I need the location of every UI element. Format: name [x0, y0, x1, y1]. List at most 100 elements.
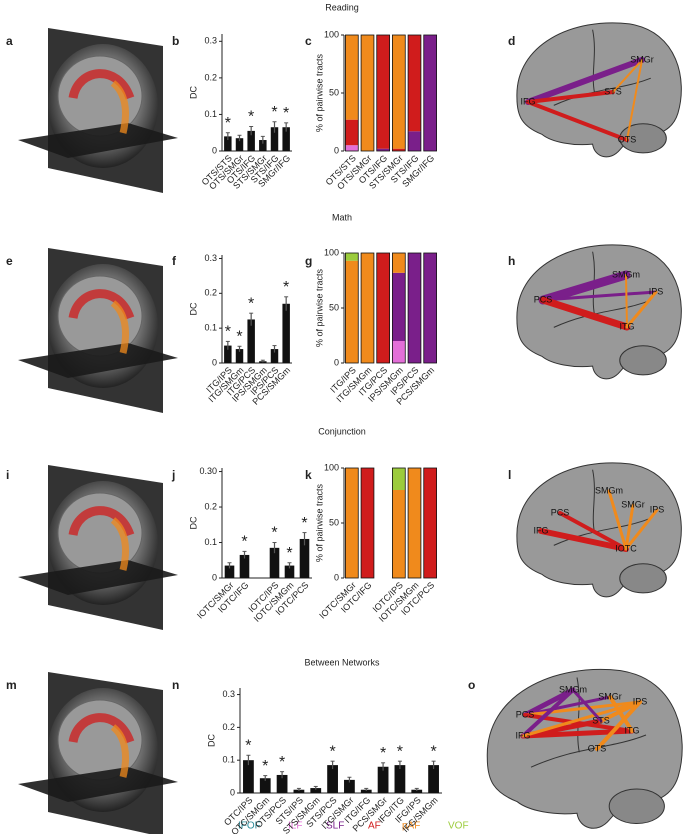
row-title: Math	[332, 212, 352, 222]
stacked-segment	[376, 253, 390, 363]
bar	[293, 789, 305, 793]
mri-plane-axial	[18, 560, 178, 595]
bar	[259, 140, 267, 151]
tract-line	[538, 270, 631, 305]
stacked-segment	[408, 131, 421, 151]
tract-line	[595, 700, 642, 751]
y-tick-label: 100	[324, 29, 339, 39]
region-label: IPS	[633, 696, 648, 706]
stacked-segment	[392, 468, 406, 490]
stacked-segment	[392, 35, 406, 149]
mri-images	[18, 28, 178, 834]
stacked-segment	[345, 253, 359, 261]
bar-outline	[407, 34, 422, 152]
region-label: PCS	[534, 294, 553, 304]
legend-entry: AF	[368, 821, 381, 832]
stacked-segment	[392, 272, 406, 341]
stacked-segment	[345, 468, 359, 578]
y-axis-label: % of pairwise tracts	[314, 53, 324, 132]
bar-outline	[407, 252, 422, 364]
stacked-segment	[408, 468, 421, 578]
bar	[235, 349, 244, 363]
bar-outline	[360, 34, 375, 152]
stacked-segment	[361, 253, 374, 363]
bar-outline	[423, 252, 437, 364]
region-label: IFG	[534, 525, 549, 535]
tract-line	[624, 508, 659, 551]
tract-line	[558, 511, 628, 551]
stacked-segment	[376, 148, 390, 151]
y-tick-label: 0	[212, 145, 217, 155]
bar-outline	[360, 252, 375, 364]
y-axis-label: DC	[188, 516, 198, 529]
y-tick-label: 0	[212, 572, 217, 582]
stacked-segment	[345, 119, 359, 146]
y-tick-label: 100	[324, 247, 339, 257]
tract-line	[571, 688, 603, 723]
legend-entry: VOF	[448, 821, 469, 832]
region-label: SMGm	[595, 485, 623, 495]
region-label: STS	[604, 86, 622, 96]
bar-outline	[392, 34, 406, 152]
bar-outline	[423, 467, 437, 579]
tract-line	[541, 290, 658, 302]
cerebellum	[619, 563, 667, 594]
bar	[284, 565, 295, 578]
tract-line	[522, 687, 576, 718]
panel-letter: a	[6, 34, 13, 48]
significance-star: *	[236, 328, 242, 345]
bar	[239, 554, 250, 578]
significance-star: *	[283, 279, 289, 296]
y-tick-label: 0.2	[204, 72, 217, 82]
y-tick-label: 0.1	[204, 537, 217, 547]
region-label: IOTC	[615, 543, 637, 553]
panel-letter: m	[6, 678, 17, 692]
tract-line	[625, 274, 628, 328]
stacked-segment	[376, 35, 390, 149]
tract-line	[526, 90, 615, 104]
significance-star: *	[248, 109, 254, 126]
tract-line	[607, 489, 628, 551]
y-tick-label: 0.3	[204, 36, 217, 46]
sulcus	[553, 77, 651, 106]
y-tick-label: 0.3	[222, 689, 235, 699]
y-tick-label: 0.30	[199, 466, 217, 476]
row-title: Conjunction	[318, 426, 366, 436]
stacked-segment	[408, 35, 421, 132]
y-tick-label: 50	[329, 87, 339, 97]
bar	[310, 788, 322, 793]
significance-star: *	[245, 737, 251, 754]
panel-letter: l	[508, 468, 511, 482]
bar-outline	[423, 34, 437, 152]
bar	[344, 779, 355, 793]
bar	[243, 760, 254, 793]
stacked-segment	[345, 260, 359, 363]
region-label: IPS	[649, 286, 664, 296]
y-tick-label: 50	[329, 517, 339, 527]
region-label: OTS	[618, 134, 637, 144]
region-label: SMGm	[559, 684, 587, 694]
panel-letter: i	[6, 468, 9, 482]
fiber-tracts	[68, 289, 135, 320]
bar-outline	[392, 467, 406, 579]
stacked-segment	[392, 341, 406, 363]
y-tick-label: 100	[324, 462, 339, 472]
legend-entry: IFOF	[238, 821, 261, 832]
fiber-tracts	[68, 69, 135, 100]
y-tick-label: 0.1	[222, 755, 235, 765]
fiber-tracts	[110, 517, 129, 571]
region-label: SMGr	[630, 54, 654, 64]
tract-line	[608, 695, 634, 733]
significance-star: *	[283, 105, 289, 122]
panel-letter: g	[305, 254, 312, 268]
bar	[270, 349, 279, 363]
y-tick-label: 0	[230, 787, 235, 797]
tract-line	[523, 700, 642, 717]
region-label: SMGr	[621, 499, 645, 509]
y-axis-label: DC	[188, 302, 198, 315]
bar-outline	[345, 467, 359, 579]
tract-line	[525, 57, 645, 105]
region-label: ITG	[620, 321, 635, 331]
tract-line	[625, 290, 658, 329]
panel-letter: e	[6, 254, 13, 268]
